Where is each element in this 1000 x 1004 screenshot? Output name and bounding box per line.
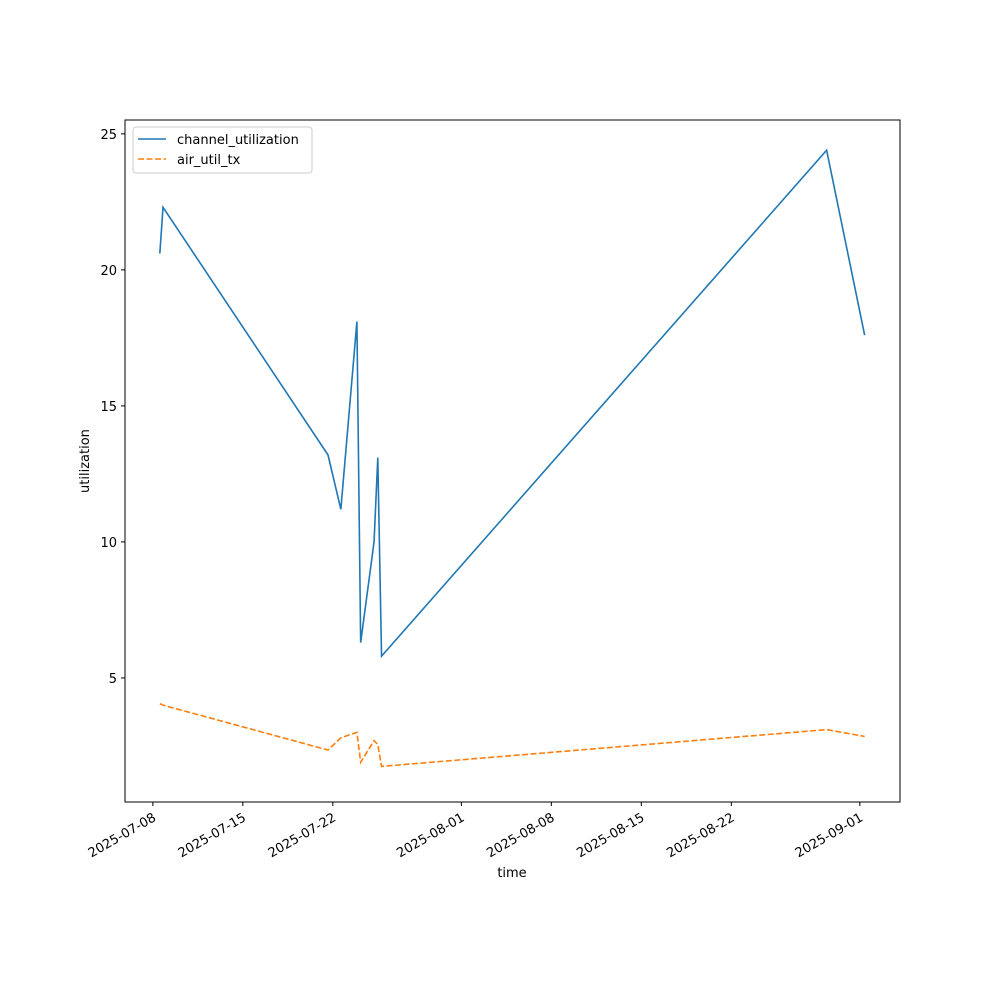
y-tick-label: 5 bbox=[109, 672, 117, 687]
y-tick-label: 25 bbox=[100, 128, 117, 143]
x-tick-label: 2025-07-08 bbox=[86, 810, 159, 861]
legend-label: channel_utilization bbox=[177, 133, 299, 148]
x-tick-label: 2025-08-22 bbox=[664, 810, 737, 861]
y-tick-label: 20 bbox=[100, 264, 117, 279]
x-axis-label: time bbox=[497, 866, 526, 881]
y-axis-label: utilization bbox=[78, 429, 93, 493]
plot-frame bbox=[124, 119, 901, 803]
x-tick-label: 2025-08-01 bbox=[394, 810, 467, 861]
series-line bbox=[159, 148, 866, 659]
x-tick-label: 2025-08-15 bbox=[574, 810, 647, 861]
legend-label: air_util_tx bbox=[177, 153, 241, 168]
y-tick-label: 10 bbox=[100, 536, 117, 551]
legend-box bbox=[132, 126, 313, 174]
x-tick-label: 2025-07-22 bbox=[266, 810, 339, 861]
x-tick-label: 2025-08-08 bbox=[484, 810, 557, 861]
series-line bbox=[159, 703, 865, 768]
y-tick-label: 15 bbox=[100, 400, 117, 415]
x-tick-label: 2025-07-15 bbox=[176, 810, 249, 861]
x-tick-label: 2025-09-01 bbox=[793, 810, 866, 861]
